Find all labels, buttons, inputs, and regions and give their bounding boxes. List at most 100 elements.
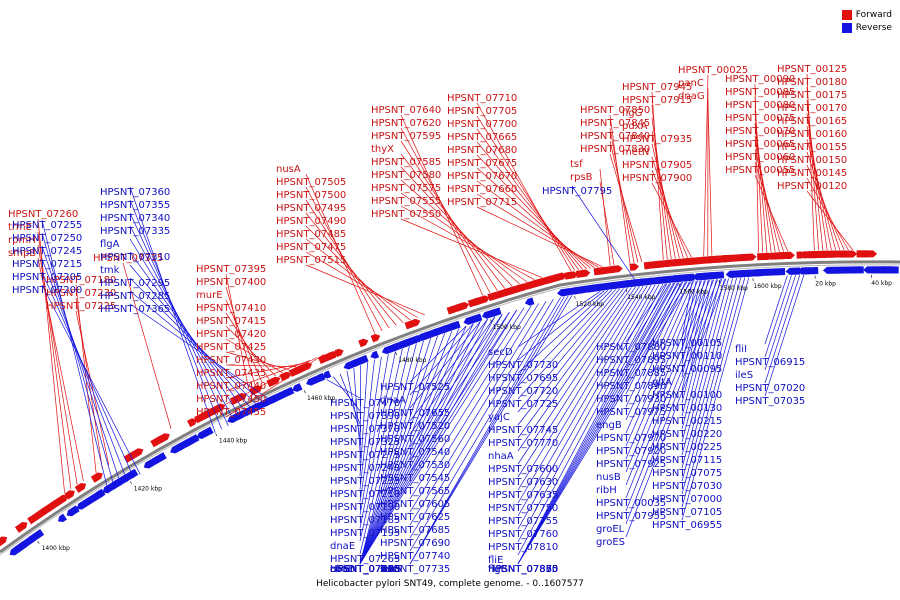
forward-gene-label[interactable]: HPSNT_07415 [196,316,266,327]
reverse-gene-label[interactable]: HPSNT_07380 [330,564,400,575]
reverse-gene-label[interactable]: HPSNT_07600 [488,464,558,475]
reverse-gene-label[interactable]: ribH [596,485,617,496]
reverse-gene-label[interactable]: HPSNT_07750 [488,503,558,514]
reverse-gene-label[interactable]: HPSNT_07545 [380,473,450,484]
forward-gene-label[interactable]: HPSNT_07665 [447,132,517,143]
reverse-gene-label[interactable]: HPSNT_07210 [330,489,400,500]
reverse-gene-label[interactable]: HPSNT_07560 [380,434,450,445]
forward-gene-label[interactable]: HPSNT_07260 [8,209,78,220]
forward-gene-label[interactable]: HPSNT_07915 [622,95,692,106]
forward-gene-label[interactable]: HPSNT_07500 [276,190,346,201]
reverse-gene-label[interactable]: HPSNT_07205 [12,272,82,283]
reverse-gene-label[interactable]: HPSNT_07075 [652,468,722,479]
reverse-gene-label[interactable]: HPSNT_07200 [12,285,82,296]
reverse-gene-label[interactable]: HPSNT_07975 [596,407,666,418]
reverse-gene-label[interactable]: HPSNT_07265 [330,554,400,565]
reverse-gene-label[interactable]: HPSNT_07890 [596,381,666,392]
forward-gene-label[interactable]: HPSNT_07485 [276,229,346,240]
reverse-gene-label[interactable]: HPSNT_00220 [652,429,722,440]
reverse-gene-label[interactable]: HPSNT_07685 [380,525,450,536]
forward-gene-label[interactable]: HPSNT_07640 [371,105,441,116]
reverse-gene-label[interactable]: HPSNT_07290 [330,564,400,575]
forward-gene-label[interactable]: HPSNT_00080 [725,100,795,111]
forward-gene-label[interactable]: HPSNT_07680 [447,145,517,156]
forward-gene-label[interactable]: HPSNT_07905 [622,160,692,171]
reverse-gene-label[interactable]: HPSNT_00100 [652,390,722,401]
reverse-gene-label[interactable]: HPSNT_07740 [380,551,450,562]
reverse-gene-label[interactable]: HPSNT_07375 [330,564,400,575]
reverse-gene-label[interactable]: HPSNT_07875 [488,564,558,575]
forward-gene-label[interactable]: HPSNT_07555 [371,196,441,207]
reverse-gene-label[interactable]: HPSNT_07340 [100,213,170,224]
reverse-gene-label[interactable]: HPSNT_07020 [735,383,805,394]
reverse-gene-label[interactable]: HPSNT_07885 [596,368,666,379]
forward-gene-label[interactable]: nusA [276,164,301,175]
reverse-gene-label[interactable]: HPSNT_07215 [12,259,82,270]
reverse-gene-label[interactable]: HPSNT_07655 [380,408,450,419]
forward-gene-label[interactable]: HPSNT_00170 [777,103,847,114]
reverse-gene-label[interactable]: HPSNT_07690 [380,538,450,549]
reverse-gene-label[interactable]: HPSNT_07695 [488,373,558,384]
reverse-gene-label[interactable]: HPSNT_07360 [100,187,170,198]
forward-gene-label[interactable]: smpB [8,248,36,259]
reverse-gene-label[interactable]: HPSNT_07955 [596,511,666,522]
reverse-gene-label[interactable]: ileS [735,370,753,381]
forward-gene-label[interactable]: HPSNT_07585 [371,157,441,168]
forward-gene-label[interactable]: dnaG [678,91,705,102]
reverse-gene-label[interactable]: flgA [100,239,120,250]
forward-gene-label[interactable]: HPSNT_07675 [447,158,517,169]
forward-gene-label[interactable]: murE [196,290,223,301]
forward-gene-label[interactable]: HPSNT_00145 [777,168,847,179]
forward-gene-label[interactable]: HPSNT_07700 [447,119,517,130]
forward-gene-label[interactable]: HPSNT_00175 [777,90,847,101]
reverse-gene-label[interactable]: HPSNT_07185 [330,515,400,526]
forward-gene-label[interactable]: thyX [371,144,394,155]
reverse-gene-label[interactable]: tmk [100,265,120,276]
reverse-gene-label[interactable]: HPSNT_07855 [488,564,558,575]
reverse-gene-label[interactable]: HPSNT_00095 [652,364,722,375]
reverse-gene-label[interactable]: HPSNT_07325 [330,437,400,448]
reverse-gene-label[interactable]: nusB [596,472,621,483]
reverse-gene-label[interactable]: flgB [488,564,508,575]
reverse-gene-label[interactable]: HPSNT_07445 [330,564,400,575]
reverse-gene-label[interactable]: HPSNT_00130 [652,403,722,414]
reverse-gene-label[interactable]: HPSNT_07720 [488,386,558,397]
forward-gene-label[interactable]: HPSNT_00055 [725,165,795,176]
forward-gene-label[interactable]: HPSNT_00165 [777,116,847,127]
reverse-gene-label[interactable]: HPSNT_07295 [100,278,170,289]
forward-gene-label[interactable]: HPSNT_00120 [777,181,847,192]
reverse-gene-label[interactable]: yajC [488,412,510,423]
reverse-gene-label[interactable]: groES [596,537,625,548]
reverse-gene-label[interactable]: HPSNT_06915 [735,357,805,368]
forward-gene-label[interactable]: HPSNT_07505 [276,177,346,188]
reverse-gene-label[interactable]: HPSNT_07730 [488,360,558,371]
reverse-gene-label[interactable]: HPSNT_07105 [652,507,722,518]
forward-gene-label[interactable]: HPSNT_07430 [196,355,266,366]
forward-gene-label[interactable]: HPSNT_07595 [371,131,441,142]
reverse-gene-label[interactable]: HPSNT_07540 [380,447,450,458]
reverse-gene-label[interactable]: HPSNT_07270 [330,564,400,575]
reverse-gene-label[interactable]: HPSNT_06955 [652,520,722,531]
forward-gene-label[interactable]: metN [622,147,649,158]
reverse-gene-label[interactable]: HPSNT_07895 [596,355,666,366]
forward-gene-label[interactable]: HPSNT_00155 [777,142,847,153]
reverse-gene-label[interactable]: HPSNT_07345 [330,564,400,575]
reverse-gene-label[interactable]: HPSNT_07385 [330,564,400,575]
forward-gene-label[interactable]: HPSNT_07705 [447,106,517,117]
forward-gene-label[interactable]: HPSNT_07425 [196,342,266,353]
forward-gene-label[interactable]: HPSNT_07515 [276,255,346,266]
forward-gene-label[interactable]: HPSNT_07580 [371,170,441,181]
reverse-gene-label[interactable]: gltA [652,377,672,388]
reverse-gene-label[interactable]: HPSNT_07365 [100,304,170,315]
forward-gene-label[interactable]: HPSNT_00090 [725,74,795,85]
reverse-gene-label[interactable]: HPSNT_07035 [735,396,805,407]
reverse-gene-label[interactable]: HPSNT_07520 [380,421,450,432]
reverse-gene-label[interactable]: HPSNT_07745 [488,425,558,436]
reverse-gene-label[interactable]: dnaE [330,541,355,552]
forward-gene-label[interactable]: HPSNT_00160 [777,129,847,140]
reverse-gene-label[interactable]: HPSNT_07535 [330,564,400,575]
reverse-gene-label[interactable]: HPSNT_07030 [652,481,722,492]
forward-gene-label[interactable]: HPSNT_00180 [777,77,847,88]
reverse-gene-label[interactable]: HPSNT_07630 [488,477,558,488]
reverse-gene-label[interactable]: HPSNT_07810 [488,542,558,553]
